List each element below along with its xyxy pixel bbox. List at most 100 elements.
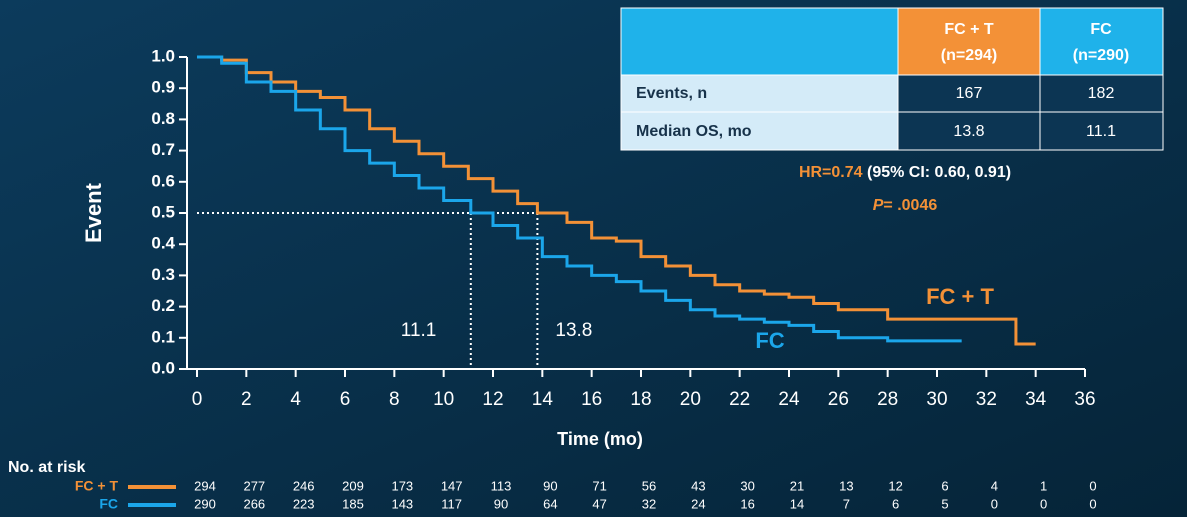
summary-table: FC + T (n=294) FC (n=290) Events, n Medi… [620, 7, 1164, 151]
x-tick-label: 8 [389, 389, 400, 410]
x-tick-label: 36 [1074, 389, 1095, 410]
risk-row-label: FC + T [75, 478, 119, 494]
risk-count: 71 [592, 478, 606, 493]
y-tick-label: 0.9 [151, 78, 175, 97]
x-tick-label: 4 [290, 389, 301, 410]
risk-count: 7 [843, 496, 850, 511]
y-tick-label: 0.7 [151, 140, 175, 159]
y-tick-label: 0.5 [151, 202, 175, 221]
y-tick-label: 0.0 [151, 358, 175, 377]
table-cell [620, 111, 899, 151]
x-tick-label: 2 [241, 389, 252, 410]
table-cell [1039, 7, 1164, 76]
y-tick-label: 0.4 [151, 234, 175, 253]
ci: (95% CI: 0.60, 0.91) [867, 164, 1011, 181]
hr: HR=0.74 [799, 164, 863, 181]
risk-count: 21 [790, 478, 804, 493]
y-tick-label: 0.2 [151, 296, 175, 315]
risk-count: 30 [740, 478, 754, 493]
x-tick-label: 20 [680, 389, 701, 410]
median-label: 11.1 [401, 320, 437, 341]
risk-count: 56 [642, 478, 656, 493]
risk-count: 0 [1040, 496, 1047, 511]
x-tick-label: 34 [1025, 389, 1047, 410]
risk-count: 0 [1089, 496, 1096, 511]
hazard-ratio: HR=0.74 (95% CI: 0.60, 0.91) [799, 164, 1011, 181]
risk-count: 12 [888, 478, 902, 493]
x-tick-label: 18 [630, 389, 651, 410]
table-cell [1039, 111, 1164, 151]
risk-count: 4 [991, 478, 998, 493]
y-tick-label: 0.3 [151, 265, 175, 284]
risk-count: 277 [243, 478, 265, 493]
median-label: 13.8 [555, 320, 592, 341]
x-tick-label: 10 [433, 389, 454, 410]
x-tick-label: 26 [828, 389, 849, 410]
y-axis-title: Event [81, 182, 106, 243]
p-value: P= .0046 [873, 197, 938, 214]
table-value: 167 [956, 85, 983, 102]
y-tick-label: 0.6 [151, 171, 175, 190]
table-row-label: Events, n [636, 85, 707, 102]
risk-count: 290 [194, 496, 216, 511]
table-header: FC + T [944, 21, 994, 38]
survival-curve [197, 55, 962, 343]
y-tick-label: 0.1 [151, 327, 175, 346]
risk-count: 47 [592, 496, 606, 511]
risk-count: 16 [740, 496, 754, 511]
x-tick-label: 28 [877, 389, 898, 410]
table-cell [1039, 74, 1164, 113]
table-header: FC [1090, 21, 1112, 38]
risk-count: 117 [441, 496, 462, 511]
x-tick-label: 14 [532, 389, 554, 410]
risk-count: 6 [941, 478, 948, 493]
risk-count: 185 [342, 496, 364, 511]
table-cell [897, 7, 1041, 76]
table-cell [897, 74, 1041, 113]
risk-count: 90 [494, 496, 508, 511]
risk-count: 64 [543, 496, 557, 511]
risk-count: 0 [991, 496, 998, 511]
risk-title: No. at risk [8, 459, 85, 476]
risk-count: 113 [491, 478, 512, 493]
y-tick-label: 1.0 [151, 46, 175, 65]
table-row-label: Median OS, mo [636, 123, 752, 140]
table-value: 11.1 [1086, 123, 1116, 140]
p-number: = .0046 [883, 197, 937, 214]
risk-count: 209 [342, 478, 364, 493]
table-value: 182 [1088, 85, 1115, 102]
risk-count: 5 [941, 496, 948, 511]
table-value: 13.8 [953, 123, 984, 140]
risk-count: 1 [1040, 478, 1047, 493]
table-header: (n=294) [941, 47, 997, 64]
x-tick-label: 32 [976, 389, 997, 410]
x-tick-label: 30 [926, 389, 947, 410]
table-header: (n=290) [1073, 47, 1129, 64]
series-label: FC [755, 328, 784, 353]
series-label: FC + T [926, 284, 994, 309]
x-axis-title: Time (mo) [557, 429, 643, 449]
y-tick-label: 0.8 [151, 109, 175, 128]
survival-curve [197, 55, 1036, 346]
risk-count: 32 [642, 496, 656, 511]
risk-count: 24 [691, 496, 705, 511]
risk-count: 147 [441, 478, 463, 493]
x-tick-label: 24 [778, 389, 800, 410]
table-cell [620, 7, 899, 76]
risk-count: 223 [293, 496, 315, 511]
x-tick-label: 6 [340, 389, 351, 410]
risk-count: 143 [391, 496, 413, 511]
x-tick-label: 16 [581, 389, 602, 410]
p-label: P [873, 197, 884, 214]
risk-count: 13 [839, 478, 853, 493]
risk-count: 43 [691, 478, 705, 493]
x-tick-label: 22 [729, 389, 750, 410]
x-tick-label: 12 [482, 389, 503, 410]
risk-count: 14 [790, 496, 804, 511]
risk-count: 294 [194, 478, 216, 493]
table-cell [897, 111, 1041, 151]
risk-count: 246 [293, 478, 315, 493]
risk-count: 266 [243, 496, 265, 511]
x-tick-label: 0 [192, 389, 203, 410]
